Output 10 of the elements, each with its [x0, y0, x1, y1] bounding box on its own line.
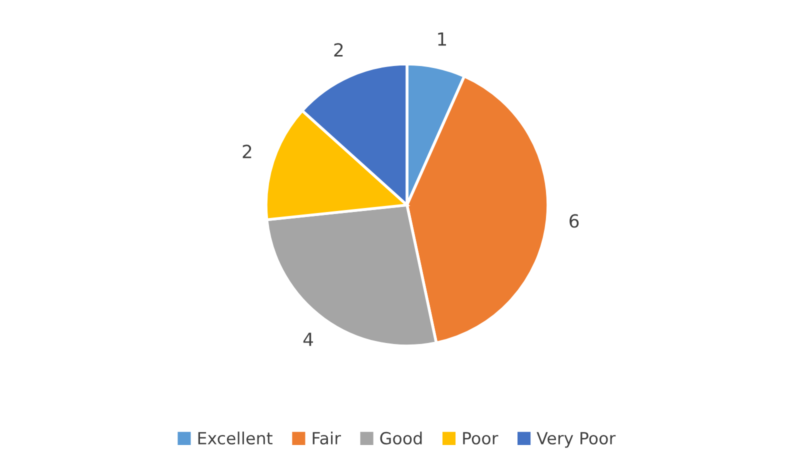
data-label: 6 [570, 214, 579, 228]
data-label: 2 [242, 144, 252, 158]
data-label: 1 [438, 32, 446, 46]
data-label: 2 [334, 43, 343, 57]
data-label: 4 [303, 332, 313, 346]
legend-label: Very Poor [536, 432, 616, 448]
legend-label: Excellent [198, 432, 272, 445]
legend-label: Fair [312, 432, 341, 445]
legend-label: Poor [463, 432, 498, 445]
legend-label: Good [380, 432, 422, 445]
